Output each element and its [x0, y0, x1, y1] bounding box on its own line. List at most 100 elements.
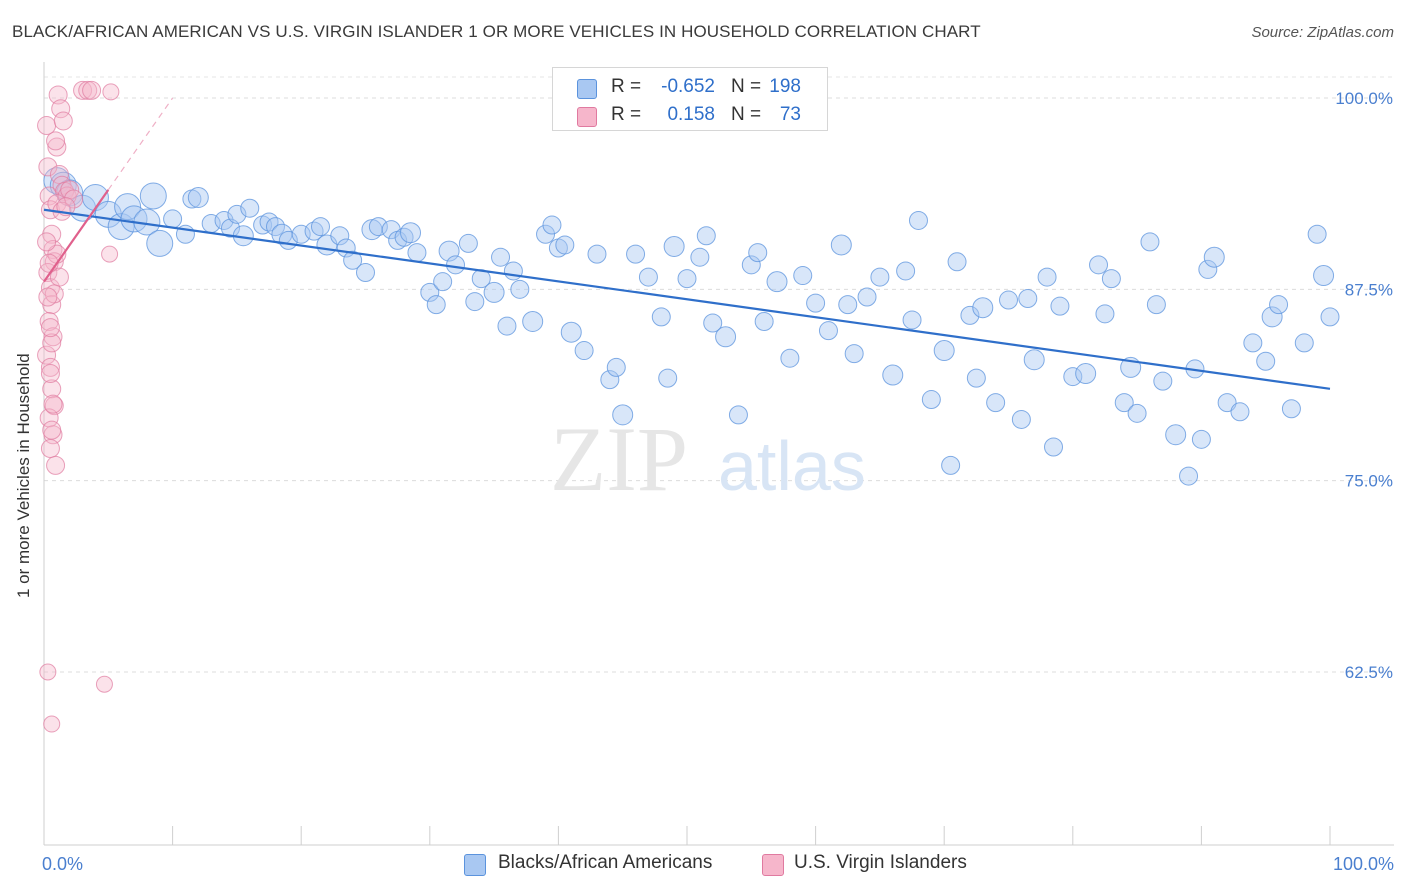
data-point-virgin-islanders — [95, 675, 113, 693]
data-point-blacks — [612, 404, 634, 426]
data-point-virgin-islanders — [101, 245, 119, 263]
legend-swatch-pink — [577, 107, 597, 127]
watermark: ZIP atlas — [550, 408, 866, 510]
data-point-blacks — [574, 341, 594, 361]
data-point-blacks — [830, 234, 852, 256]
data-point-virgin-islanders — [40, 318, 60, 338]
y-tick-label: 75.0% — [1345, 472, 1393, 491]
data-point-virgin-islanders — [44, 396, 64, 416]
watermark-zip: ZIP — [550, 408, 688, 510]
data-point-blacks — [947, 252, 967, 272]
data-point-blacks — [715, 326, 737, 348]
data-point-blacks — [766, 271, 788, 293]
data-point-blacks — [446, 255, 466, 275]
bottom-legend-label: Blacks/African Americans — [498, 852, 713, 873]
data-point-virgin-islanders — [43, 715, 61, 733]
data-point-blacks — [1243, 333, 1263, 353]
data-point-blacks — [663, 235, 685, 257]
data-point-blacks — [966, 368, 986, 388]
data-point-blacks — [741, 255, 761, 275]
data-point-blacks — [536, 224, 556, 244]
data-point-blacks — [960, 305, 980, 325]
data-point-virgin-islanders — [42, 420, 62, 440]
data-point-blacks — [1037, 267, 1057, 287]
tick-labels: 62.5% 75.0% 87.5% 100.0% 0.0% 100.0% — [42, 89, 1394, 874]
data-point-blacks — [933, 340, 955, 362]
data-point-virgin-islanders — [82, 80, 102, 100]
data-point-virgin-islanders — [40, 439, 60, 459]
data-point-blacks — [1011, 409, 1031, 429]
data-point-blacks — [1127, 403, 1147, 423]
data-point-blacks — [658, 368, 678, 388]
data-point-blacks — [696, 226, 716, 246]
data-point-blacks — [1198, 259, 1218, 279]
data-point-virgin-islanders — [39, 311, 59, 331]
source-credit: Source: ZipAtlas.com — [1251, 24, 1394, 41]
data-point-blacks — [240, 198, 260, 218]
data-point-blacks — [343, 250, 363, 270]
data-point-virgin-islanders — [46, 131, 66, 151]
watermark-atlas: atlas — [718, 427, 866, 505]
data-point-blacks — [187, 186, 209, 208]
data-point-blacks — [560, 321, 582, 343]
data-point-virgin-islanders — [37, 345, 57, 365]
legend-r-value: 0.158 — [667, 104, 715, 125]
data-point-blacks — [542, 215, 562, 235]
data-point-blacks — [291, 224, 311, 244]
data-point-blacks — [1044, 437, 1064, 457]
data-point-virgin-islanders — [38, 287, 58, 307]
data-point-blacks — [941, 455, 961, 475]
data-point-blacks — [1269, 295, 1289, 315]
data-point-blacks — [780, 348, 800, 368]
data-point-virgin-islanders — [53, 111, 73, 131]
data-point-blacks — [690, 247, 710, 267]
data-point-blacks — [1217, 393, 1237, 413]
data-point-blacks — [1256, 351, 1276, 371]
legend-row-virgin-islanders: R = 0.158 N = 73 — [553, 100, 827, 130]
chart-title: BLACK/AFRICAN AMERICAN VS U.S. VIRGIN IS… — [12, 22, 981, 41]
data-point-blacks — [1179, 466, 1199, 486]
data-point-blacks — [1307, 224, 1327, 244]
legend-row-blacks: R = -0.652 N = 198 — [553, 72, 827, 102]
data-point-blacks — [838, 295, 858, 315]
x-tick-label: 0.0% — [42, 854, 83, 874]
data-point-blacks — [1230, 402, 1250, 422]
trend-line-virgin-islanders — [43, 189, 110, 283]
data-point-virgin-islanders — [37, 232, 57, 252]
data-point-blacks — [1191, 429, 1211, 449]
data-point-virgin-islanders — [40, 364, 60, 384]
data-point-blacks — [465, 292, 485, 312]
data-point-virgin-islanders — [39, 253, 59, 273]
data-point-blacks — [1018, 289, 1038, 309]
series-blacks-points — [43, 167, 1340, 486]
data-point-blacks — [882, 364, 904, 386]
correlation-legend: R = -0.652 N = 198 R = 0.158 N = 73 — [552, 67, 828, 131]
data-point-blacks — [896, 261, 916, 281]
data-point-blacks — [677, 269, 697, 289]
data-point-virgin-islanders — [42, 333, 62, 353]
data-point-blacks — [902, 310, 922, 330]
trend-line-virgin-islanders-extension — [107, 97, 174, 191]
legend-n-label: N = — [731, 76, 762, 97]
data-point-blacks — [972, 297, 994, 319]
y-tick-label: 62.5% — [1345, 663, 1393, 682]
data-point-virgin-islanders — [40, 357, 60, 377]
data-point-blacks — [310, 217, 330, 237]
data-point-blacks — [587, 244, 607, 264]
data-point-blacks — [146, 229, 174, 257]
data-point-blacks — [497, 316, 517, 336]
series-virgin-islanders-points — [37, 80, 120, 733]
data-point-virgin-islanders — [46, 455, 66, 475]
data-point-blacks — [1023, 349, 1045, 371]
data-point-blacks — [844, 344, 864, 364]
data-point-blacks — [163, 209, 183, 229]
data-point-blacks — [1146, 295, 1166, 315]
data-point-virgin-islanders — [42, 379, 62, 399]
data-point-blacks — [1050, 296, 1070, 316]
legend-r-value: -0.652 — [661, 76, 715, 97]
legend-r-label: R = — [611, 104, 642, 125]
data-point-blacks — [1114, 393, 1134, 413]
y-axis-label: 1 or more Vehicles in Household — [14, 353, 33, 598]
legend-n-value: 73 — [779, 104, 801, 125]
